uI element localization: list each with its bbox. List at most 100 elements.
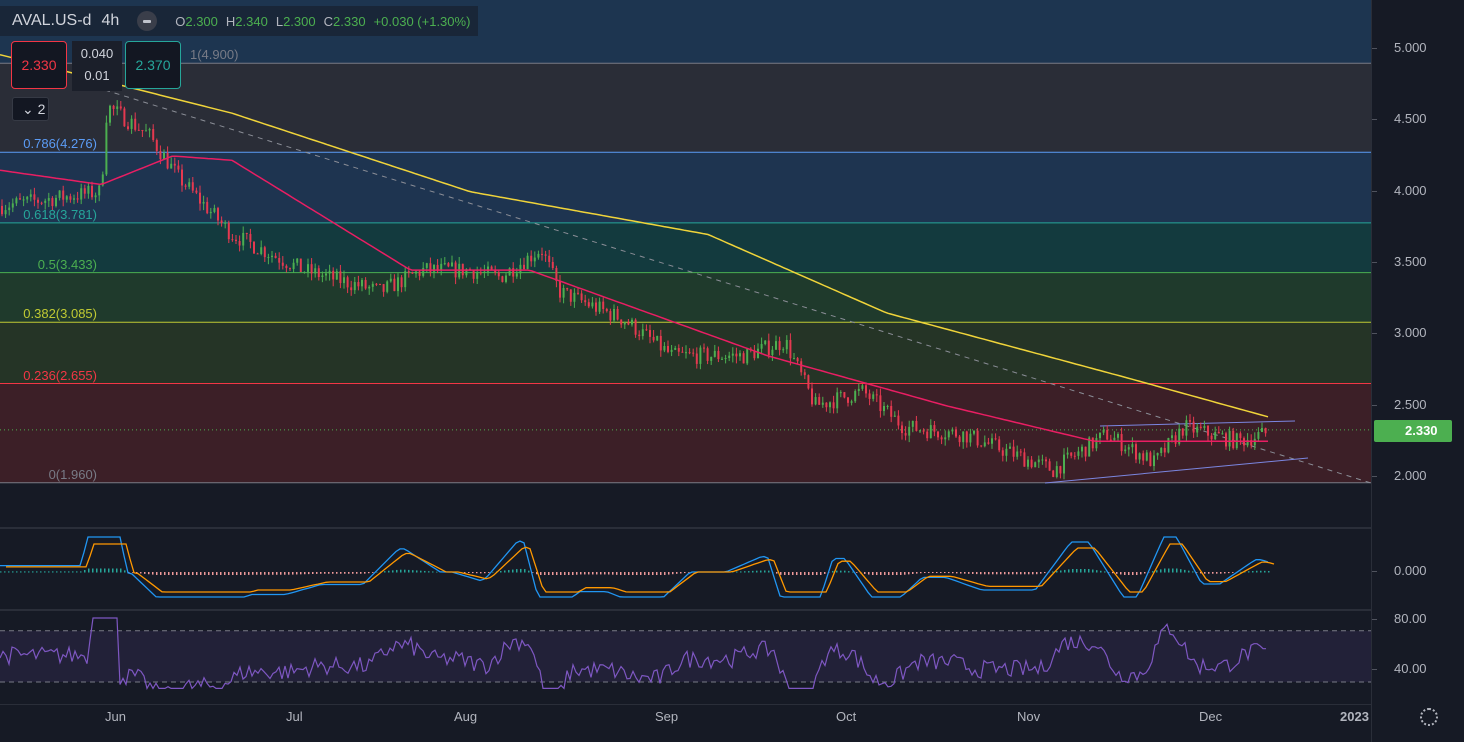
macd-histogram-bar <box>476 572 478 574</box>
candle-body <box>739 353 741 357</box>
candle-body <box>1171 435 1173 439</box>
macd-histogram-bar <box>1036 572 1038 575</box>
symbol-name[interactable]: AVAL.US-d <box>12 12 92 29</box>
macd-histogram-bar <box>388 570 390 573</box>
macd-histogram-bar <box>852 571 854 573</box>
macd-histogram-bar <box>56 571 58 573</box>
candle-body <box>670 349 673 352</box>
macd-histogram-bar <box>532 572 534 573</box>
candle-body <box>1246 440 1249 446</box>
candle-body <box>631 319 633 325</box>
ohlc-close: C2.330 <box>323 13 366 29</box>
candle-body <box>353 282 356 291</box>
indicators-collapse-button[interactable]: ⌄ 2 <box>12 97 49 121</box>
macd-histogram-bar <box>516 569 518 573</box>
candle-body <box>112 105 115 109</box>
macd-histogram-bar <box>768 570 770 573</box>
buy-button[interactable]: 2.370 <box>125 41 181 89</box>
macd-histogram-bar <box>584 572 586 575</box>
candle-body <box>350 287 353 291</box>
candle-body <box>267 257 270 259</box>
macd-histogram-bar <box>880 572 882 575</box>
chart-canvas[interactable] <box>0 0 1371 742</box>
macd-histogram-bar <box>1164 568 1166 573</box>
candle-body <box>314 268 317 274</box>
candle-body <box>508 268 511 276</box>
macd-histogram-bar <box>308 572 310 575</box>
candle-body <box>1207 425 1209 436</box>
macd-histogram-bar <box>164 572 166 575</box>
candle-body <box>595 302 597 312</box>
macd-histogram-bar <box>948 572 950 574</box>
candle-body <box>364 279 367 289</box>
fib-zone <box>0 63 1371 153</box>
macd-histogram-bar <box>268 572 270 575</box>
candle-body <box>202 201 205 204</box>
candle-body <box>1149 452 1152 467</box>
macd-histogram-bar <box>80 571 82 573</box>
candle-body <box>476 272 479 279</box>
macd-histogram-bar <box>424 570 426 573</box>
candle-body <box>425 263 428 268</box>
macd-histogram-bar <box>816 572 818 575</box>
timeframe[interactable]: 4h <box>101 12 120 29</box>
macd-histogram-bar <box>1064 569 1066 573</box>
axis-tick-label: 3.500 <box>1372 254 1427 269</box>
candle-body <box>620 319 623 325</box>
macd-histogram-bar <box>540 572 542 575</box>
settings-gear-icon[interactable] <box>1420 708 1438 726</box>
candle-body <box>1005 448 1008 456</box>
candle-body <box>638 334 641 337</box>
candle-body <box>1221 433 1224 435</box>
candle-body <box>663 345 666 351</box>
macd-histogram-bar <box>1112 572 1114 574</box>
price-axis[interactable]: 2.330 5.000 4.500 4.000 3.500 3.000 2.500 2.00… <box>1371 0 1464 742</box>
candle-body <box>238 240 241 246</box>
candle-body <box>735 353 738 357</box>
macd-histogram-bar <box>952 572 954 574</box>
quantity-input[interactable]: 0.01 <box>84 68 110 83</box>
macd-histogram-bar <box>1188 570 1190 573</box>
macd-histogram-bar <box>1008 572 1010 575</box>
sell-button[interactable]: 2.330 <box>11 41 67 89</box>
macd-histogram-bar <box>656 572 658 575</box>
macd-histogram-bar <box>124 570 126 573</box>
macd-histogram-bar <box>872 572 874 575</box>
macd-histogram-bar <box>92 568 94 573</box>
macd-histogram-bar <box>108 568 110 573</box>
macd-histogram-bar <box>1204 572 1206 574</box>
candle-body <box>155 139 158 152</box>
candle-body <box>436 264 439 271</box>
candle-body <box>393 278 396 292</box>
axis-tick-label: 5.000 <box>1372 40 1427 55</box>
candle-body <box>829 402 831 408</box>
candle-body <box>645 329 648 331</box>
spread-qty: 0.040 0.01 <box>72 41 122 91</box>
candle-body <box>1156 453 1159 456</box>
candle-body <box>901 425 903 434</box>
candle-body <box>490 266 493 271</box>
hide-legend-button[interactable] <box>137 11 158 31</box>
macd-histogram-bar <box>1252 570 1254 573</box>
macd-histogram-bar <box>652 572 654 575</box>
candle-body <box>674 348 677 350</box>
candle-body <box>523 264 525 270</box>
macd-histogram-bar <box>1128 572 1130 575</box>
candle-body <box>904 433 907 436</box>
candle-body <box>731 353 734 356</box>
candle-body <box>1052 470 1055 477</box>
candle-body <box>940 437 943 440</box>
macd-histogram-bar <box>352 572 354 574</box>
candle-body <box>148 129 151 131</box>
macd-histogram-bar <box>216 572 218 575</box>
candle-body <box>1217 431 1220 434</box>
candle-body <box>598 301 601 312</box>
candle-body <box>703 347 705 349</box>
candle-body <box>544 254 547 256</box>
candle-body <box>1163 448 1166 453</box>
macd-histogram-bar <box>1088 569 1090 573</box>
macd-histogram-bar <box>1024 572 1026 575</box>
macd-histogram-bar <box>680 572 682 574</box>
macd-histogram-bar <box>400 569 402 573</box>
candle-body <box>69 196 72 200</box>
